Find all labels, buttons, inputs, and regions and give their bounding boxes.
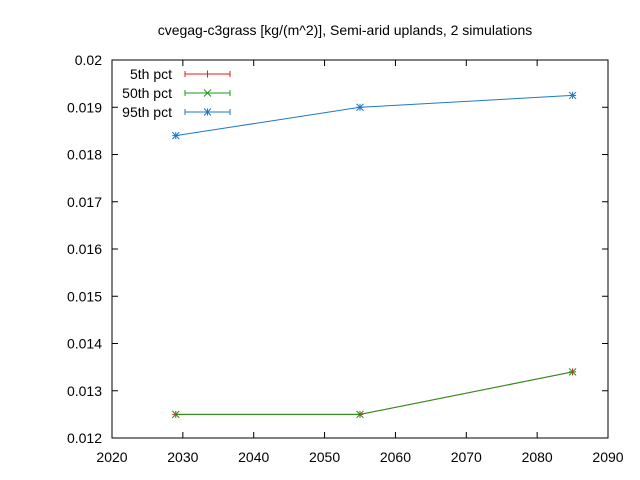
series-0	[172, 368, 577, 418]
data-point	[171, 131, 180, 140]
x-tick-label: 2090	[592, 449, 623, 465]
data-point-mark-d2	[568, 91, 577, 100]
x-tick-label: 2070	[451, 449, 482, 465]
x-tick-label: 2030	[167, 449, 198, 465]
x-tick-label: 2040	[238, 449, 269, 465]
x-tick-label: 2060	[380, 449, 411, 465]
legend-marker-d2	[203, 89, 212, 97]
y-tick-label: 0.016	[67, 241, 102, 257]
legend-label: 50th pct	[122, 85, 172, 101]
y-tick-label: 0.014	[67, 336, 102, 352]
data-point	[356, 103, 364, 112]
data-point-mark-d2	[356, 103, 364, 112]
data-point	[568, 91, 577, 100]
legend-marker-d2	[203, 108, 212, 116]
legend-item: 50th pct	[122, 85, 231, 101]
data-point-mark-d2	[568, 367, 577, 376]
y-tick-label: 0.012	[67, 430, 102, 446]
y-tick-label: 0.015	[67, 288, 102, 304]
axes: 2020 2030 2040 2050 2060 2070 2080 2090 0.012 0.0…	[67, 52, 624, 465]
series-line	[175, 371, 573, 415]
series-line	[175, 371, 573, 415]
data-point-mark-d2	[356, 410, 364, 419]
y-tick-label: 0.013	[67, 383, 102, 399]
legend-item: 5th pct	[130, 66, 231, 82]
series-line	[175, 94, 573, 137]
legend-label: 5th pct	[130, 66, 172, 82]
legend-label: 95th pct	[122, 104, 172, 120]
y-tick-label: 0.02	[75, 52, 102, 68]
y-tick-label: 0.017	[67, 194, 102, 210]
data-point	[356, 410, 364, 419]
series-1	[171, 367, 577, 419]
x-tick-label: 2020	[96, 449, 127, 465]
data-point	[568, 367, 577, 376]
data-point	[171, 410, 180, 419]
legend: 5th pct 50th pct 95th pct	[122, 66, 231, 120]
y-tick-label: 0.018	[67, 147, 102, 163]
x-tick-label: 2050	[309, 449, 340, 465]
series-layer	[171, 91, 577, 419]
plot-frame	[111, 59, 609, 439]
chart-title: cvegag-c3grass [kg/(m^2)], Semi-arid upl…	[158, 22, 533, 38]
y-tick-label: 0.019	[67, 99, 102, 115]
data-point-mark-d2	[171, 410, 180, 419]
series-2	[171, 91, 577, 140]
x-tick-label: 2080	[522, 449, 553, 465]
data-point-mark-d2	[171, 131, 180, 140]
legend-item: 95th pct	[122, 104, 231, 120]
